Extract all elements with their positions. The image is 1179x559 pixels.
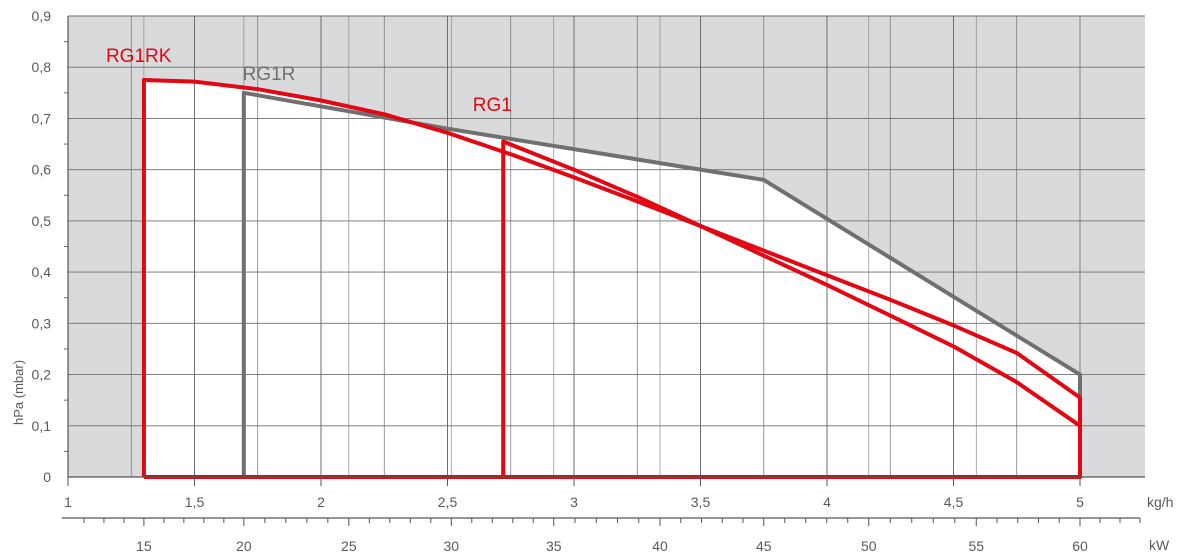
y-tick-label: 0,6 (32, 162, 52, 178)
x2-tick-label: 15 (136, 538, 152, 554)
x-tick-label: 2 (317, 494, 325, 510)
operating-areas (143, 80, 1081, 478)
series-label-rg1rk: RG1RK (106, 46, 172, 67)
x2-tick-label: 40 (652, 538, 668, 554)
y-tick-label: 0,4 (32, 264, 52, 280)
x-tick-label: 2,5 (438, 494, 458, 510)
x-tick-label: 1 (64, 494, 72, 510)
y-tick-label: 0 (43, 469, 51, 485)
area-rg1 (503, 141, 1080, 477)
x-tick-label: 3 (570, 494, 578, 510)
x2-tick-label: 35 (546, 538, 562, 554)
y-axis-label: hPa (mbar) (11, 360, 26, 425)
x-tick-label: 1,5 (185, 494, 205, 510)
y-tick-label: 0,8 (32, 59, 52, 75)
y-tick-label: 0,1 (32, 418, 52, 434)
y-tick-label: 0,5 (32, 213, 52, 229)
y-tick-label: 0,3 (32, 315, 52, 331)
x2-tick-label: 20 (236, 538, 252, 554)
series-line-rg1rk (141, 78, 1082, 479)
x-tick-label: 4,5 (944, 494, 964, 510)
tick-labels: 0 0,1 0,2 0,3 0,4 0,5 0,6 0,7 0,8 0,9 1 1,5 2 2,5 3 3,5… (32, 8, 1088, 554)
y-tick-label: 0,9 (32, 8, 52, 24)
x2-tick-label: 45 (756, 538, 772, 554)
x2-tick-label: 25 (341, 538, 357, 554)
x-tick-label: 3,5 (691, 494, 711, 510)
axes (62, 15, 1145, 526)
series-label-rg1r: RG1R (243, 64, 296, 85)
x-tick-label: 5 (1076, 494, 1084, 510)
y-tick-label: 0,2 (32, 367, 52, 383)
series-label-rg1: RG1 (473, 95, 512, 116)
y-tick-label: 0,7 (32, 110, 52, 126)
x-axis-unit-label: kg/h (1147, 494, 1173, 510)
x2-axis-unit-label: kW (1149, 537, 1170, 553)
x2-tick-label: 50 (861, 538, 877, 554)
x-tick-label: 4 (823, 494, 831, 510)
x2-tick-label: 60 (1072, 538, 1088, 554)
grid-lines (64, 15, 1145, 477)
x2-tick-label: 55 (968, 538, 984, 554)
x2-tick-label: 30 (444, 538, 460, 554)
series-line-rg1 (501, 139, 1082, 479)
